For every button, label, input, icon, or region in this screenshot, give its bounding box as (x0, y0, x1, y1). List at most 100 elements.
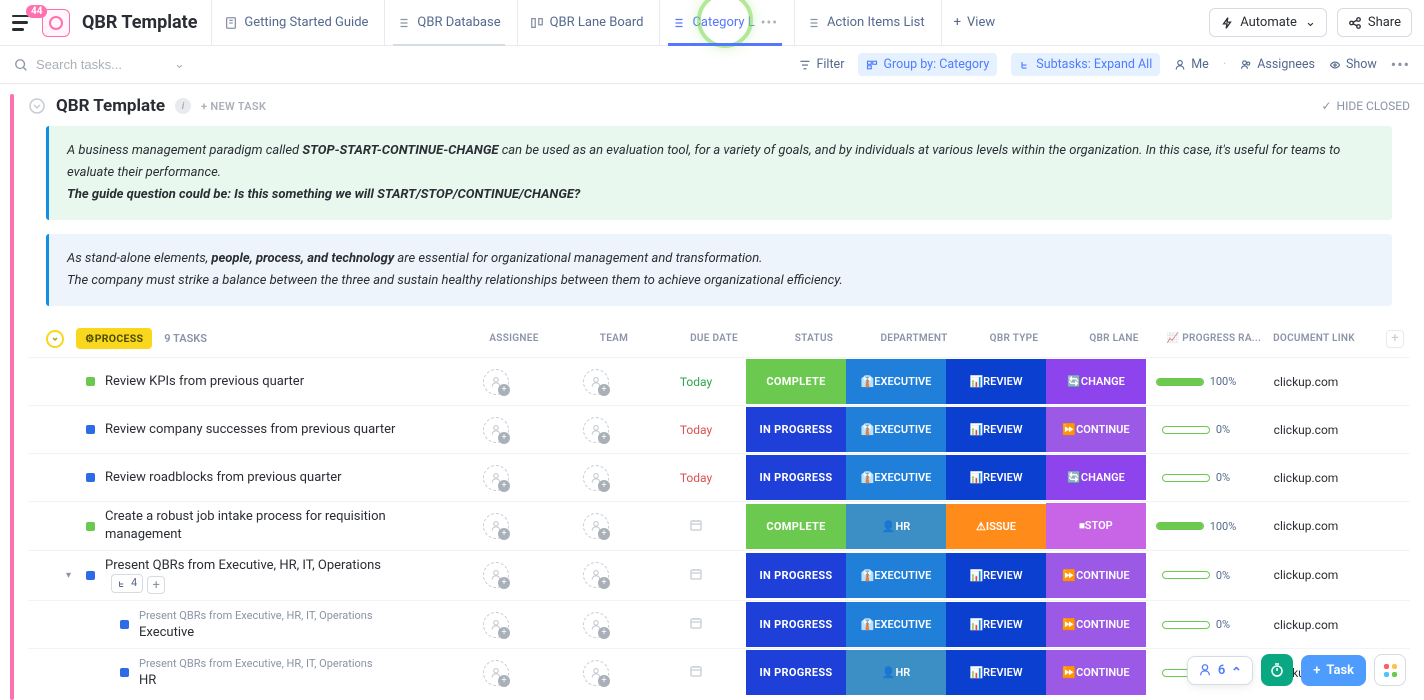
team-empty[interactable] (583, 465, 609, 491)
collapse-icon[interactable] (28, 97, 46, 115)
col-team[interactable]: TEAM (564, 329, 664, 348)
subtask-count-tag[interactable]: 4 (111, 574, 143, 593)
tab-action-items[interactable]: Action Items List (794, 0, 937, 46)
menu-icon[interactable]: 44 (12, 15, 32, 31)
col-qbrtype[interactable]: QBR TYPE (964, 329, 1064, 348)
ellipsis-icon[interactable]: ••• (761, 15, 778, 31)
qbrtype-chip[interactable]: 📊REVIEW (946, 553, 1046, 598)
department-chip[interactable]: 👔EXECUTIVE (846, 407, 946, 452)
col-progress[interactable]: 📈 PROGRESS RA... (1164, 329, 1264, 348)
doclink-cell[interactable]: clickup.com (1246, 423, 1346, 437)
team-empty[interactable] (583, 562, 609, 588)
add-subtask-button[interactable]: + (147, 576, 165, 594)
col-doclink[interactable]: DOCUMENT LINK (1264, 329, 1364, 348)
department-chip[interactable]: 👤HR (846, 504, 946, 549)
task-row[interactable]: Review roadblocks from previous quarter T… (28, 453, 1410, 501)
qbrlane-chip[interactable]: ⏩CONTINUE (1046, 553, 1146, 598)
tab-category[interactable]: Category L ••• (659, 0, 789, 46)
expand-caret-icon[interactable]: ▾ (66, 570, 71, 581)
tab-qbr-database[interactable]: QBR Database (384, 0, 512, 46)
task-name[interactable]: Executive (139, 624, 373, 642)
float-timer-button[interactable] (1261, 654, 1293, 686)
task-cell[interactable]: ▾ Present QBRs from Executive, HR, IT, Op… (46, 551, 446, 601)
qbrlane-chip[interactable]: ⏩CONTINUE (1046, 407, 1146, 452)
task-name[interactable]: Present QBRs from Executive, HR, IT, Ope… (105, 557, 405, 595)
doclink-cell[interactable]: clickup.com (1246, 375, 1346, 389)
department-chip[interactable]: 👔EXECUTIVE (846, 602, 946, 647)
search-input[interactable] (36, 57, 166, 72)
add-column-button[interactable]: + (1386, 330, 1404, 348)
progress-cell[interactable]: 0% (1146, 471, 1246, 484)
me-button[interactable]: Me (1174, 57, 1209, 72)
add-view-button[interactable]: + View (941, 0, 1008, 46)
due-date-cell[interactable]: Today (646, 375, 746, 389)
status-chip[interactable]: IN PROGRESS (746, 650, 846, 695)
status-chip[interactable]: IN PROGRESS (746, 407, 846, 452)
col-department[interactable]: DEPARTMENT (864, 329, 964, 348)
task-cell[interactable]: Present QBRs from Executive, HR, IT, Ope… (46, 603, 446, 648)
progress-cell[interactable]: 0% (1146, 423, 1246, 436)
status-square-icon[interactable] (86, 571, 95, 580)
float-task-button[interactable]: + Task (1301, 655, 1366, 686)
qbrlane-chip[interactable]: ⏩CONTINUE (1046, 650, 1146, 695)
qbrlane-chip[interactable]: ⏹STOP (1046, 503, 1146, 549)
status-square-icon[interactable] (120, 620, 129, 629)
task-cell[interactable]: Review roadblocks from previous quarter (46, 463, 446, 493)
task-row[interactable]: Review company successes from previous q… (28, 405, 1410, 453)
col-status[interactable]: STATUS (764, 329, 864, 348)
status-chip[interactable]: IN PROGRESS (746, 553, 846, 598)
assignee-empty[interactable] (483, 369, 509, 395)
due-date-cell[interactable] (646, 517, 746, 536)
assignee-empty[interactable] (483, 513, 509, 539)
status-chip[interactable]: COMPLETE (746, 504, 846, 549)
qbrtype-chip[interactable]: 📊REVIEW (946, 650, 1046, 695)
doclink-cell[interactable]: clickup.com (1246, 618, 1346, 632)
team-empty[interactable] (583, 513, 609, 539)
tab-getting-started[interactable]: Getting Started Guide (211, 0, 380, 46)
status-square-icon[interactable] (86, 473, 95, 482)
team-empty[interactable] (583, 417, 609, 443)
task-name[interactable]: Review KPIs from previous quarter (105, 373, 304, 391)
due-date-cell[interactable]: Today (646, 471, 746, 485)
status-square-icon[interactable] (86, 425, 95, 434)
task-cell[interactable]: Create a robust job intake process for r… (46, 502, 446, 549)
task-row[interactable]: ▾ Present QBRs from Executive, HR, IT, Op… (28, 550, 1410, 601)
due-date-cell[interactable] (646, 615, 746, 634)
hide-closed-button[interactable]: ✓ HIDE CLOSED (1321, 99, 1410, 113)
status-square-icon[interactable] (120, 668, 129, 677)
assignee-empty[interactable] (483, 562, 509, 588)
status-chip[interactable]: IN PROGRESS (746, 455, 846, 500)
department-chip[interactable]: 👤HR (846, 650, 946, 695)
new-task-button[interactable]: + NEW TASK (201, 100, 266, 113)
tab-lane-board[interactable]: QBR Lane Board (517, 0, 656, 46)
float-apps-button[interactable] (1374, 654, 1406, 686)
doclink-cell[interactable]: clickup.com (1246, 471, 1346, 485)
due-date-cell[interactable] (646, 566, 746, 585)
qbrtype-chip[interactable]: 📊REVIEW (946, 407, 1046, 452)
progress-cell[interactable]: 0% (1146, 569, 1246, 582)
assignee-empty[interactable] (483, 660, 509, 686)
task-cell[interactable]: Review company successes from previous q… (46, 415, 446, 445)
department-chip[interactable]: 👔EXECUTIVE (846, 553, 946, 598)
qbrtype-chip[interactable]: ⚠ISSUE (946, 504, 1046, 549)
qbrlane-chip[interactable]: ⏩CONTINUE (1046, 602, 1146, 647)
groupby-button[interactable]: Group by: Category (858, 53, 997, 76)
team-empty[interactable] (583, 660, 609, 686)
float-count-pill[interactable]: 6 ⌄ (1187, 656, 1253, 685)
qbrtype-chip[interactable]: 📊REVIEW (946, 602, 1046, 647)
due-date-cell[interactable] (646, 663, 746, 682)
automate-button[interactable]: Automate ⌄ (1209, 8, 1327, 37)
qbrtype-chip[interactable]: 📊REVIEW (946, 455, 1046, 500)
department-chip[interactable]: 👔EXECUTIVE (846, 359, 946, 404)
task-row[interactable]: Create a robust job intake process for r… (28, 501, 1410, 549)
status-square-icon[interactable] (86, 522, 95, 531)
info-icon[interactable]: i (175, 98, 191, 114)
col-qbrlane[interactable]: QBR LANE (1064, 329, 1164, 348)
col-duedate[interactable]: DUE DATE (664, 329, 764, 348)
department-chip[interactable]: 👔EXECUTIVE (846, 455, 946, 500)
progress-cell[interactable]: 0% (1146, 618, 1246, 631)
subtasks-button[interactable]: Subtasks: Expand All (1011, 53, 1160, 76)
qbrtype-chip[interactable]: 📊REVIEW (946, 359, 1046, 404)
assignee-empty[interactable] (483, 612, 509, 638)
col-assignee[interactable]: ASSIGNEE (464, 329, 564, 348)
